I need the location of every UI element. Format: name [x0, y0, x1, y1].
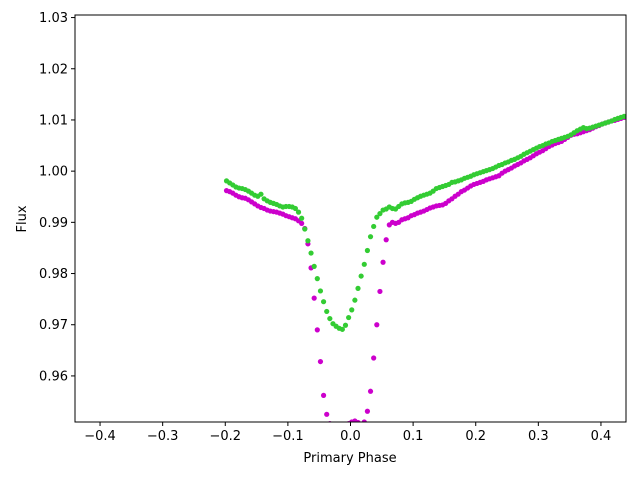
data-point: [258, 191, 264, 197]
data-point: [383, 237, 389, 243]
data-point: [343, 424, 348, 429]
data-point: [295, 209, 302, 215]
y-tick-label: 0.97: [39, 318, 68, 333]
plot-frame: [74, 14, 627, 423]
data-point: [352, 297, 358, 303]
data-point: [355, 419, 361, 422]
data-point: [371, 223, 377, 230]
data-point: [355, 285, 361, 291]
x-tick-label: 0.1: [403, 429, 424, 444]
data-point: [330, 425, 335, 430]
data-points: [223, 113, 626, 432]
data-point: [339, 326, 345, 332]
data-point: [320, 299, 327, 305]
data-point: [299, 220, 305, 226]
data-point: [292, 205, 298, 212]
data-point: [346, 314, 352, 321]
y-tick-label: 1.00: [39, 165, 68, 180]
data-point: [377, 288, 383, 295]
data-point: [361, 261, 367, 267]
data-point: [334, 427, 339, 432]
data-point: [367, 234, 374, 240]
x-axis-label: Primary Phase: [303, 451, 396, 466]
data-point: [371, 355, 377, 361]
data-point: [317, 358, 324, 365]
y-axis-ticks: 0.96 0.97 0.98 0.99 1.00 1.01 1.02 1.03: [39, 11, 75, 384]
series-0: [223, 114, 626, 432]
y-axis-label: Flux: [15, 205, 30, 232]
y-tick-label: 1.03: [39, 11, 68, 26]
data-point: [374, 214, 380, 220]
data-point: [324, 308, 330, 315]
x-axis-ticks: −0.4 −0.3 −0.2 −0.1 0.0 0.1 0.2 0.3 0.4: [84, 422, 611, 444]
data-point: [380, 259, 386, 265]
data-point: [305, 238, 311, 244]
x-tick-label: −0.4: [84, 429, 116, 444]
y-tick-label: 1.01: [39, 113, 68, 128]
y-tick-label: 0.99: [39, 216, 68, 231]
data-point: [324, 411, 330, 417]
data-point: [317, 288, 324, 294]
data-point: [308, 250, 314, 256]
data-point: [367, 388, 374, 394]
data-point: [320, 392, 327, 398]
x-tick-label: 0.3: [528, 429, 549, 444]
x-tick-label: 0.0: [340, 429, 361, 444]
data-point: [302, 226, 308, 232]
data-point: [314, 276, 320, 282]
data-point: [364, 247, 371, 254]
series-1: [223, 113, 626, 332]
axes-frame: [74, 14, 627, 423]
data-point: [374, 322, 380, 328]
data-point: [314, 327, 320, 333]
data-point: [311, 295, 317, 301]
data-point: [342, 322, 349, 328]
x-tick-label: −0.3: [147, 429, 179, 444]
y-tick-label: 1.02: [39, 62, 68, 77]
data-point: [361, 419, 367, 422]
y-tick-label: 0.96: [39, 369, 68, 384]
data-point: [299, 215, 305, 221]
data-point: [364, 408, 371, 414]
data-point: [349, 307, 355, 313]
x-tick-label: 0.2: [465, 429, 486, 444]
data-point: [358, 273, 364, 279]
x-tick-label: −0.1: [272, 429, 304, 444]
y-tick-label: 0.98: [39, 267, 68, 282]
data-point: [621, 113, 626, 119]
data-point: [311, 263, 317, 269]
x-tick-label: 0.4: [591, 429, 612, 444]
data-point: [377, 211, 383, 217]
data-point: [327, 315, 333, 322]
x-tick-label: −0.2: [209, 429, 241, 444]
